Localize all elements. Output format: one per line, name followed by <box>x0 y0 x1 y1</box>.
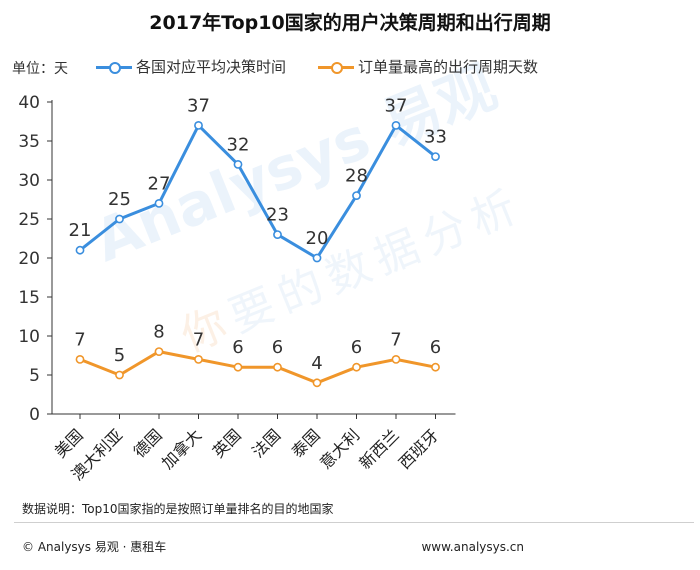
copyright: © Analysys 易观 · 惠租车 <box>22 540 167 554</box>
y-tick-label: 15 <box>18 288 40 308</box>
data-label-2: 6 <box>232 337 243 358</box>
data-label-2: 7 <box>193 329 204 350</box>
data-point-1 <box>75 245 85 255</box>
data-point-1 <box>431 152 440 161</box>
data-label-1: 23 <box>266 205 289 226</box>
data-label-2: 6 <box>272 337 283 358</box>
legend-label-orange: 订单量最高的出行周期天数 <box>358 58 539 76</box>
unit-label: 单位：天 <box>12 61 68 77</box>
y-tick-label: 35 <box>18 132 40 152</box>
data-label-2: 5 <box>114 345 125 366</box>
data-point-2 <box>431 362 440 372</box>
data-point-2 <box>352 362 361 372</box>
y-tick-label: 10 <box>18 327 40 347</box>
x-tick-label: 加拿大 <box>158 425 205 472</box>
website-url: www.analysys.cn <box>421 540 524 554</box>
series-line-2 <box>79 350 436 385</box>
series-line-1 <box>79 123 437 260</box>
y-tick-label: 30 <box>18 171 40 191</box>
data-label-1: 28 <box>345 166 368 187</box>
y-tick-label: 0 <box>29 405 40 425</box>
legend-swatch-blue <box>96 57 132 77</box>
data-point-2 <box>75 354 85 364</box>
data-label-2: 6 <box>430 337 441 358</box>
y-tick-label: 40 <box>18 93 40 113</box>
chart-title: 2017年Top10国家的用户决策周期和出行周期 <box>149 12 551 34</box>
data-label-1: 37 <box>385 95 408 116</box>
x-tick-label: 法国 <box>248 425 284 461</box>
legend-swatch-orange <box>318 57 354 77</box>
y-tick-label: 25 <box>18 210 40 230</box>
legend-item-orange: 订单量最高的出行周期天数 <box>318 56 538 77</box>
y-tick-label: 20 <box>18 249 40 269</box>
data-label-2: 6 <box>351 337 362 358</box>
data-point-1 <box>391 121 401 130</box>
footnote: 数据说明：Top10国家指的是按照订单量排名的目的地国家 <box>22 502 334 516</box>
data-point-2 <box>273 362 282 372</box>
data-point-1 <box>352 191 361 200</box>
y-tick-label: 5 <box>29 366 40 386</box>
data-point-2 <box>194 354 203 364</box>
data-label-1: 32 <box>227 134 250 155</box>
data-point-2 <box>312 378 322 388</box>
data-label-1: 33 <box>424 127 447 148</box>
data-point-1 <box>273 230 282 239</box>
data-point-1 <box>115 214 124 224</box>
x-tick-label: 英国 <box>209 425 245 461</box>
data-point-1 <box>194 121 203 130</box>
data-point-2 <box>115 370 124 380</box>
data-point-2 <box>233 362 243 372</box>
x-tick-label: 西班牙 <box>395 425 442 472</box>
data-label-1: 37 <box>187 95 210 116</box>
data-label-2: 4 <box>311 353 322 374</box>
data-label-1: 21 <box>69 220 92 241</box>
data-label-1: 27 <box>148 173 171 194</box>
data-label-2: 7 <box>390 329 401 350</box>
data-point-2 <box>154 347 164 356</box>
x-tick-label: 新西兰 <box>355 425 402 472</box>
legend-item-blue: 各国对应平均决策时间 <box>96 56 286 77</box>
data-label-2: 8 <box>153 322 164 343</box>
data-point-2 <box>391 354 401 364</box>
data-label-2: 7 <box>74 329 85 350</box>
x-tick-label: 意大利 <box>316 425 363 472</box>
legend-label-blue: 各国对应平均决策时间 <box>136 58 287 76</box>
data-point-1 <box>233 159 243 169</box>
data-point-1 <box>154 198 164 208</box>
data-label-1: 25 <box>108 189 131 210</box>
data-point-1 <box>312 253 322 263</box>
data-label-1: 20 <box>306 228 329 249</box>
footer-divider <box>14 522 694 523</box>
